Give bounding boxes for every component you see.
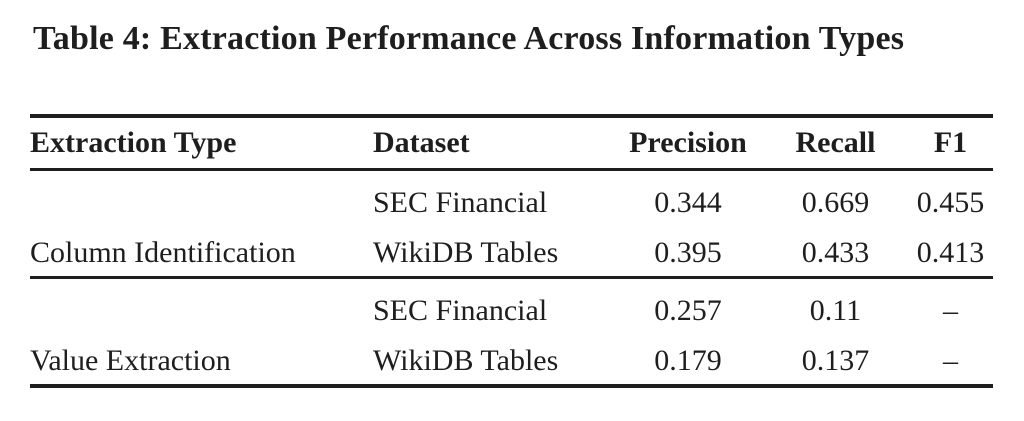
table-row: WikiDB Tables 0.395 0.433 0.413 [30, 229, 993, 278]
col-header-recall: Recall [795, 126, 876, 159]
precision-cell: 0.395 [654, 235, 722, 269]
dataset-cell: SEC Financial [373, 294, 548, 327]
f1-cell: – [943, 343, 958, 377]
col-header-precision: Precision [629, 126, 747, 159]
recall-cell: 0.137 [801, 343, 870, 377]
precision-cell: 0.179 [654, 343, 722, 377]
f1-cell: – [943, 294, 958, 327]
precision-cell: 0.257 [654, 294, 722, 327]
dataset-cell: SEC Financial [373, 186, 548, 219]
section-value-extraction: Value Extraction SEC Financial 0.257 0.1… [30, 278, 993, 386]
header-row: Extraction Type Dataset Precision Recall… [30, 116, 993, 170]
col-header-extraction-type: Extraction Type [30, 126, 237, 159]
dataset-cell: WikiDB Tables [373, 343, 559, 377]
extraction-type-cell: Column Identification [30, 236, 296, 269]
recall-cell: 0.669 [801, 186, 870, 219]
table-caption: Table 4: Extraction Performance Across I… [33, 20, 905, 57]
results-table: Extraction Type Dataset Precision Recall… [30, 114, 993, 388]
table-figure: Table 4: Extraction Performance Across I… [0, 20, 1024, 388]
f1-cell: 0.413 [916, 235, 985, 269]
col-header-dataset: Dataset [373, 126, 470, 159]
table-row: WikiDB Tables 0.179 0.137 – [30, 337, 993, 386]
dataset-cell: WikiDB Tables [373, 235, 559, 269]
precision-cell: 0.344 [654, 186, 722, 219]
table-row: Value Extraction SEC Financial 0.257 0.1… [30, 278, 993, 377]
table-header: Extraction Type Dataset Precision Recall… [30, 116, 993, 170]
extraction-type-cell: Value Extraction [30, 344, 231, 377]
table-row: Column Identification SEC Financial 0.34… [30, 170, 993, 269]
section-column-identification: Column Identification SEC Financial 0.34… [30, 170, 993, 278]
f1-cell: 0.455 [916, 186, 985, 219]
col-header-f1: F1 [933, 126, 968, 159]
recall-cell: 0.433 [801, 235, 870, 269]
recall-cell: 0.11 [809, 294, 862, 327]
